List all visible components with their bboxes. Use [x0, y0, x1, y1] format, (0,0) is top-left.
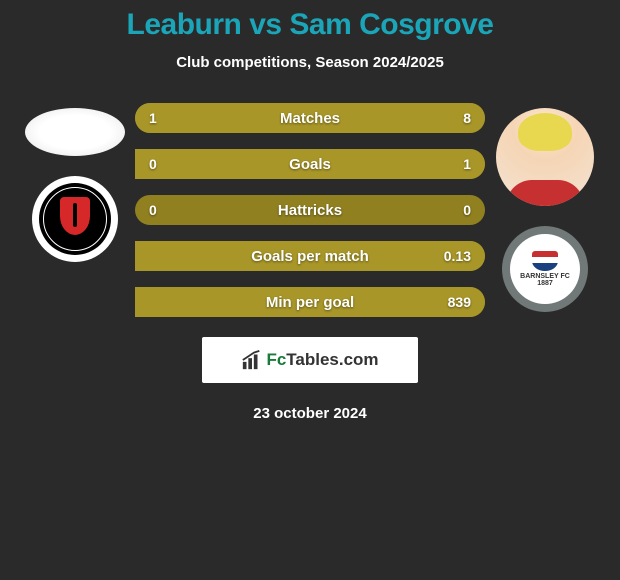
- stat-bar: Min per goal 839: [135, 287, 485, 317]
- stat-label: Matches: [280, 110, 340, 127]
- logo-suffix: Tables.com: [286, 350, 378, 369]
- comparison-card: Leaburn vs Sam Cosgrove Club competition…: [0, 0, 620, 422]
- right-player-column: BARNSLEY FC 1887: [485, 103, 605, 312]
- chart-icon: [241, 349, 263, 371]
- stat-bar: 0 Goals 1: [135, 149, 485, 179]
- fctables-logo-text: FcTables.com: [266, 350, 378, 370]
- stat-value-right: 0.13: [444, 248, 471, 264]
- stat-label: Goals: [289, 156, 331, 173]
- stat-bar: 0 Hattricks 0: [135, 195, 485, 225]
- charlton-badge-icon: [39, 183, 111, 255]
- stat-value-right: 8: [463, 110, 471, 126]
- subtitle: Club competitions, Season 2024/2025: [176, 54, 444, 71]
- barnsley-badge-icon: BARNSLEY FC 1887: [510, 234, 580, 304]
- stat-value-right: 839: [448, 294, 471, 310]
- stat-label: Min per goal: [266, 294, 354, 311]
- fctables-logo[interactable]: FcTables.com: [202, 337, 418, 383]
- stat-label: Hattricks: [278, 202, 342, 219]
- page-title: Leaburn vs Sam Cosgrove: [127, 8, 494, 42]
- stat-value-right: 0: [463, 202, 471, 218]
- player-right-avatar: [496, 108, 594, 206]
- stat-bar: Goals per match 0.13: [135, 241, 485, 271]
- badge-right-label-top: BARNSLEY FC: [520, 273, 570, 280]
- club-badge-right: BARNSLEY FC 1887: [502, 226, 588, 312]
- main-row: 1 Matches 8 0 Goals 1 0 Hattricks 0 Goals per mat…: [0, 103, 620, 317]
- stat-value-left: 0: [149, 202, 157, 218]
- stat-bar: 1 Matches 8: [135, 103, 485, 133]
- stat-value-right: 1: [463, 156, 471, 172]
- left-player-column: [15, 103, 135, 262]
- badge-right-label-bottom: 1887: [537, 280, 553, 287]
- stat-value-left: 0: [149, 156, 157, 172]
- date-label: 23 october 2024: [253, 405, 366, 422]
- player-left-avatar: [25, 108, 125, 156]
- stat-bars: 1 Matches 8 0 Goals 1 0 Hattricks 0 Goals per mat…: [135, 103, 485, 317]
- stat-value-left: 1: [149, 110, 157, 126]
- stat-label: Goals per match: [251, 248, 369, 265]
- club-badge-left: [32, 176, 118, 262]
- logo-prefix: Fc: [266, 350, 286, 369]
